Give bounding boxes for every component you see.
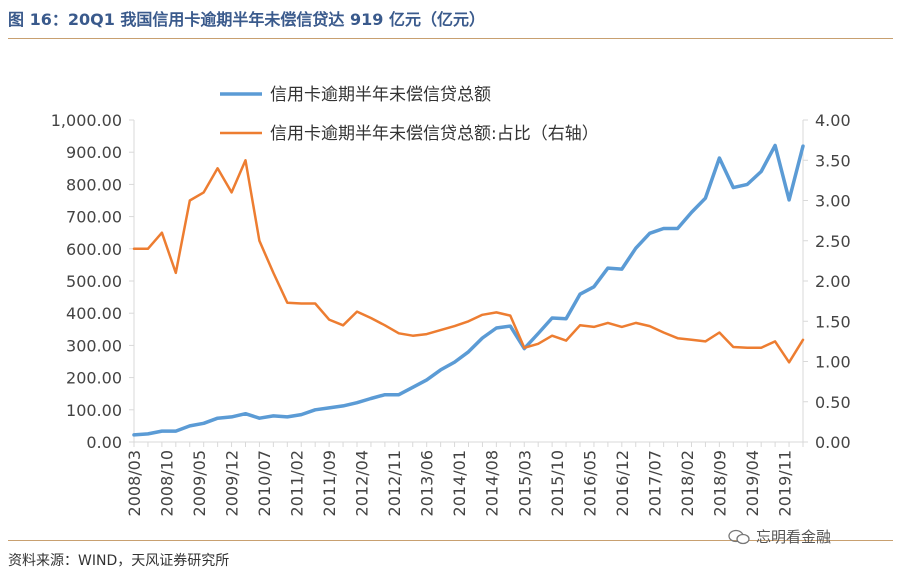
y-tick-label-right: 4.00	[815, 111, 851, 130]
y-tick-label-right: 1.50	[815, 312, 851, 331]
x-tick-label: 2013/06	[418, 450, 437, 516]
y-tick-label-right: 0.50	[815, 393, 851, 412]
watermark-text: 忘明看金融	[756, 528, 832, 546]
y-tick-label-left: 100.00	[66, 401, 122, 420]
y-tick-label-left: 800.00	[66, 175, 122, 194]
series-line-ratio	[132, 159, 805, 364]
source-note: 资料来源：WIND，天风证券研究所	[8, 553, 230, 569]
y-tick-label-left: 400.00	[66, 304, 122, 323]
chart-title: 图 16：20Q1 我国信用卡逾期半年未偿信贷达 919 亿元（亿元）	[8, 10, 485, 29]
x-tick-label: 2016/12	[613, 450, 632, 516]
x-tick-label: 2008/03	[125, 450, 144, 516]
y-tick-label-right: 1.00	[815, 353, 851, 372]
x-tick-label: 2009/12	[223, 450, 242, 516]
x-tick-label: 2008/10	[158, 450, 177, 516]
wechat-icon	[728, 529, 750, 544]
y-tick-label-right: 3.00	[815, 192, 851, 211]
title-divider	[8, 38, 893, 39]
footer-divider	[8, 540, 893, 541]
series-line-amount	[132, 143, 805, 437]
legend-label: 信用卡逾期半年未偿信贷总额	[270, 85, 491, 105]
y-tick-label-left: 900.00	[66, 143, 122, 162]
x-tick-label: 2011/02	[288, 450, 307, 516]
x-tick-label: 2014/08	[483, 450, 502, 516]
x-tick-label: 2019/11	[775, 450, 794, 516]
y-tick-label-left: 0.00	[86, 433, 122, 452]
y-tick-label-left: 600.00	[66, 240, 122, 259]
x-tick-label: 2015/10	[548, 450, 567, 516]
y-tick-label-right: 3.50	[815, 151, 851, 170]
y-tick-label-right: 0.00	[815, 433, 851, 452]
x-tick-label: 2010/07	[255, 450, 274, 516]
y-tick-label-left: 300.00	[66, 336, 122, 355]
x-tick-label: 2018/02	[678, 450, 697, 516]
y-tick-label-right: 2.00	[815, 272, 851, 291]
watermark: 忘明看金融	[728, 526, 831, 547]
x-tick-label: 2015/03	[515, 450, 534, 516]
x-tick-label: 2009/05	[190, 450, 209, 516]
y-tick-label-left: 700.00	[66, 208, 122, 227]
axes: 0.00 100.00 200.00 300.00 400.00 500.00 600.00…	[51, 111, 851, 516]
y-tick-label-right: 2.50	[815, 232, 851, 251]
x-tick-label: 2018/09	[710, 450, 729, 516]
y-tick-label-left: 1,000.00	[51, 111, 122, 130]
x-tick-label: 2012/11	[385, 450, 404, 516]
series-lines	[132, 143, 805, 437]
x-tick-label: 2017/07	[645, 450, 664, 516]
x-tick-label: 2016/05	[580, 450, 599, 516]
x-tick-label: 2012/04	[353, 450, 372, 516]
x-tick-label: 2011/09	[320, 450, 339, 516]
x-tick-label: 2019/04	[743, 450, 762, 516]
legend-label: 信用卡逾期半年未偿信贷总额:占比（右轴）	[270, 124, 599, 144]
x-tick-label: 2014/01	[450, 450, 469, 516]
y-tick-label-left: 200.00	[66, 369, 122, 388]
y-tick-label-left: 500.00	[66, 272, 122, 291]
